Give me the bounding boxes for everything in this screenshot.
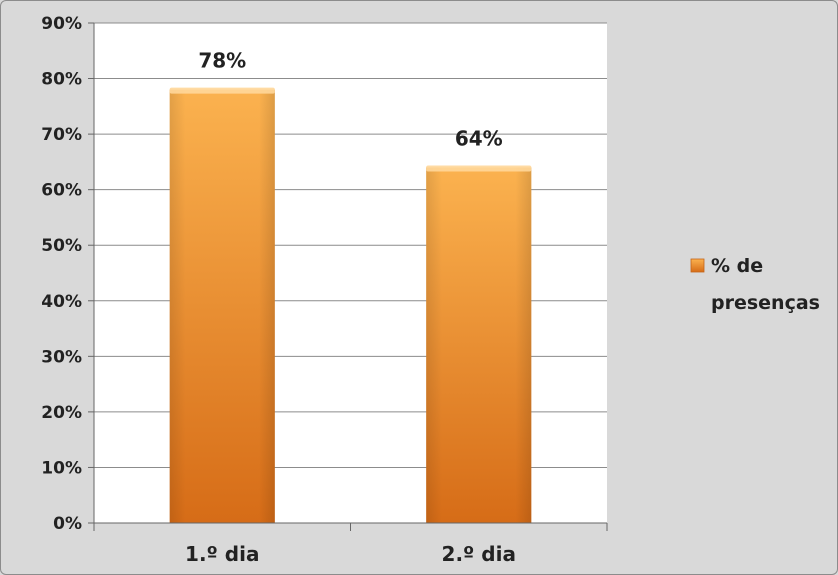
bar-top-highlight	[426, 165, 532, 172]
y-tick-label: 50%	[41, 236, 82, 256]
bar-shading	[426, 167, 532, 523]
y-tick-label: 70%	[41, 125, 82, 145]
y-tick-label: 30%	[41, 347, 82, 367]
y-tick-label: 0%	[53, 514, 82, 534]
x-axis-tick-labels: 1.º dia 2.º dia	[185, 542, 516, 566]
legend: % de presenças	[690, 255, 820, 314]
data-label: 64%	[455, 126, 503, 150]
y-tick-label: 80%	[41, 70, 82, 90]
legend-label-line-1: % de	[711, 255, 763, 277]
x-tick-label: 2.º dia	[442, 542, 516, 566]
legend-label-line-2: presenças	[711, 292, 820, 314]
y-axis-tick-labels: 0% 10% 20% 30% 40% 50% 60% 70% 80% 90%	[41, 14, 82, 534]
bar-top-highlight	[169, 87, 275, 94]
x-tick-label: 1.º dia	[185, 542, 259, 566]
y-tick-label: 20%	[41, 403, 82, 423]
bars	[169, 87, 532, 524]
y-tick-label: 90%	[41, 14, 82, 34]
axes	[88, 22, 608, 531]
y-tick-label: 40%	[41, 292, 82, 312]
y-tick-label: 60%	[41, 181, 82, 201]
data-label: 78%	[198, 49, 246, 73]
legend-swatch	[690, 258, 705, 273]
bar-shading	[169, 89, 275, 524]
data-labels: 78% 64%	[198, 49, 502, 151]
y-tick-label: 10%	[41, 458, 82, 478]
